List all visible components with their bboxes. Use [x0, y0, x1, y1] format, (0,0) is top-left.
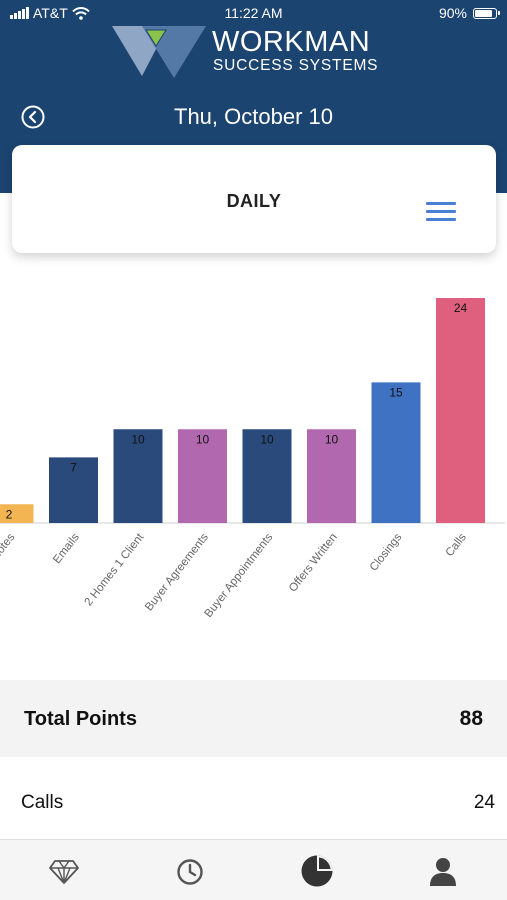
x-tick-label: Closings [368, 531, 405, 573]
clock-icon [177, 859, 203, 885]
summary-row-calls[interactable]: Calls 24 [0, 757, 507, 839]
back-button[interactable] [20, 104, 46, 130]
bar-offers-written[interactable] [307, 429, 356, 523]
summary-row-value: 24 [473, 792, 495, 813]
bar-value-label: 10 [131, 432, 145, 446]
bar-closings[interactable] [371, 382, 421, 523]
bar-emails[interactable] [49, 457, 98, 523]
person-icon [430, 858, 456, 886]
bar-value-label: 2 [6, 507, 13, 521]
logo-name: WORKMAN [212, 26, 371, 58]
bar-calls[interactable] [436, 298, 485, 523]
tab-goals[interactable] [49, 856, 79, 886]
bar-value-label: 10 [196, 432, 210, 446]
menu-button[interactable] [426, 202, 456, 222]
x-tick-label: Notes [0, 531, 18, 562]
wifi-icon [72, 6, 90, 20]
bar-value-label: 7 [70, 460, 77, 474]
bar-2-homes-1-client[interactable] [113, 429, 163, 523]
bar-value-label: 24 [454, 301, 468, 315]
tab-history[interactable] [175, 856, 205, 886]
period-title: DAILY [226, 191, 282, 211]
x-tick-label: Offers Written [287, 531, 340, 594]
battery-percent: 90% [438, 5, 467, 21]
signal-icon [10, 7, 29, 19]
bar-value-label: 10 [260, 432, 274, 446]
date-title: Thu, October 10 [174, 104, 333, 129]
clock-time: 11:22 AM [224, 5, 283, 21]
x-tick-label: 2 Homes 1 Client [83, 531, 147, 609]
diamond-icon [49, 860, 79, 884]
total-points-row: Total Points 88 [0, 680, 507, 757]
battery-icon [473, 7, 500, 19]
period-card: DAILY [12, 145, 496, 253]
bar-chart: 2 Notes 7 Emails 10 2 Homes 1 Client 10 Buyer A… [0, 298, 505, 620]
tab-bar [0, 839, 507, 900]
total-points-label: Total Points [24, 708, 137, 730]
logo-mark-icon [112, 26, 206, 78]
tab-profile[interactable] [428, 856, 458, 886]
logo-subtitle: SUCCESS SYSTEMS [213, 57, 379, 74]
summary-row-label: Calls [21, 792, 64, 813]
bar-value-label: 15 [389, 385, 403, 399]
x-tick-label: Emails [51, 531, 82, 566]
workman-logo: WORKMAN SUCCESS SYSTEMS [108, 24, 408, 80]
x-tick-label: Calls [444, 531, 469, 559]
chevron-left-circle-icon [21, 105, 45, 129]
status-bar: AT&T 11:22 AM 90% [0, 0, 507, 28]
x-tick-label: Buyer Appointments [203, 531, 276, 620]
tab-stats[interactable] [300, 854, 334, 888]
total-points-value: 88 [459, 707, 483, 730]
bar-buyer-appointments[interactable] [242, 429, 292, 523]
carrier-label: AT&T [33, 5, 68, 21]
x-tick-label: Buyer Agreements [143, 531, 211, 613]
pie-chart-icon [301, 855, 333, 887]
bar-buyer-agreements[interactable] [178, 429, 227, 523]
bar-notes[interactable] [0, 504, 34, 523]
bar-value-label: 10 [325, 432, 339, 446]
